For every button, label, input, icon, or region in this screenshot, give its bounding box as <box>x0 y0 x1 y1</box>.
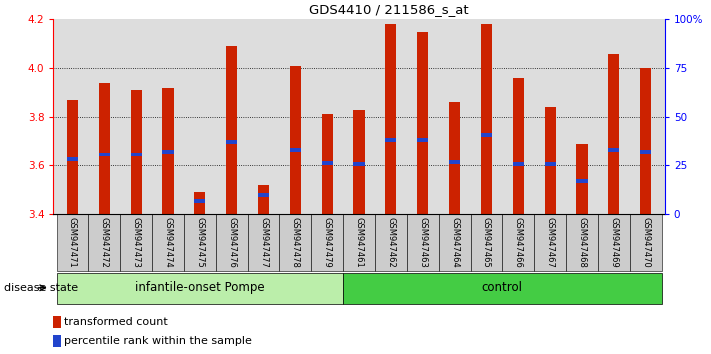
Text: GSM947462: GSM947462 <box>386 217 395 268</box>
Bar <box>481 24 492 214</box>
Bar <box>566 214 598 271</box>
Bar <box>184 214 215 271</box>
Bar <box>226 141 237 144</box>
Bar <box>513 162 524 166</box>
Bar <box>545 107 556 214</box>
Text: disease state: disease state <box>4 283 77 293</box>
Bar <box>258 185 269 214</box>
Bar <box>247 214 279 271</box>
Bar <box>407 214 439 271</box>
Bar <box>99 153 110 156</box>
Bar <box>385 24 397 214</box>
Bar <box>375 214 407 271</box>
Bar <box>226 46 237 214</box>
Bar <box>343 214 375 271</box>
Bar <box>353 162 365 166</box>
Bar <box>88 214 120 271</box>
Text: control: control <box>482 281 523 294</box>
Bar <box>449 160 460 164</box>
Text: GSM947467: GSM947467 <box>545 217 555 268</box>
Text: GSM947478: GSM947478 <box>291 217 300 268</box>
Bar <box>67 100 78 214</box>
Text: GSM947472: GSM947472 <box>100 217 109 268</box>
Bar <box>290 66 301 214</box>
Text: GSM947473: GSM947473 <box>132 217 141 268</box>
Bar <box>513 78 524 214</box>
Text: transformed count: transformed count <box>64 317 168 327</box>
Text: GSM947475: GSM947475 <box>196 217 204 268</box>
Bar <box>630 214 662 271</box>
Text: GSM947474: GSM947474 <box>164 217 173 268</box>
Bar <box>353 109 365 214</box>
Bar <box>311 214 343 271</box>
Bar <box>503 214 534 271</box>
Bar <box>608 53 619 214</box>
Bar <box>99 83 110 214</box>
Bar <box>449 102 460 214</box>
Text: GSM947477: GSM947477 <box>259 217 268 268</box>
Text: infantile-onset Pompe: infantile-onset Pompe <box>135 281 264 294</box>
Text: percentile rank within the sample: percentile rank within the sample <box>64 336 252 346</box>
Bar <box>194 199 205 203</box>
Bar <box>545 162 556 166</box>
Bar <box>640 68 651 214</box>
Bar <box>215 214 247 271</box>
Bar <box>439 214 471 271</box>
Bar <box>321 161 333 165</box>
Text: GDS4410 / 211586_s_at: GDS4410 / 211586_s_at <box>309 3 469 16</box>
Text: GSM947479: GSM947479 <box>323 217 332 268</box>
Text: GSM947470: GSM947470 <box>641 217 650 268</box>
Text: GSM947463: GSM947463 <box>418 217 427 268</box>
Text: GSM947465: GSM947465 <box>482 217 491 268</box>
Bar <box>417 32 428 214</box>
Text: GSM947461: GSM947461 <box>355 217 363 268</box>
Bar <box>162 88 173 214</box>
Bar <box>152 214 184 271</box>
Bar <box>471 214 503 271</box>
Bar <box>56 273 343 304</box>
Bar <box>343 273 662 304</box>
Bar <box>577 144 587 214</box>
Bar <box>162 150 173 154</box>
Bar <box>385 138 397 142</box>
Bar <box>56 214 88 271</box>
Bar <box>67 158 78 161</box>
Text: GSM947471: GSM947471 <box>68 217 77 268</box>
Text: GSM947469: GSM947469 <box>609 217 619 268</box>
Bar <box>194 192 205 214</box>
Bar <box>321 114 333 214</box>
Bar <box>131 153 141 156</box>
Bar <box>577 179 587 183</box>
Bar <box>417 138 428 142</box>
Bar <box>120 214 152 271</box>
Bar <box>534 214 566 271</box>
Bar <box>598 214 630 271</box>
Bar <box>53 316 60 328</box>
Bar <box>290 148 301 152</box>
Bar <box>608 148 619 152</box>
Bar <box>53 335 60 347</box>
Text: GSM947476: GSM947476 <box>228 217 236 268</box>
Bar <box>279 214 311 271</box>
Bar <box>640 150 651 154</box>
Bar <box>258 193 269 196</box>
Bar <box>131 90 141 214</box>
Bar <box>481 133 492 137</box>
Text: GSM947468: GSM947468 <box>577 217 587 268</box>
Text: GSM947464: GSM947464 <box>450 217 459 268</box>
Text: GSM947466: GSM947466 <box>514 217 523 268</box>
